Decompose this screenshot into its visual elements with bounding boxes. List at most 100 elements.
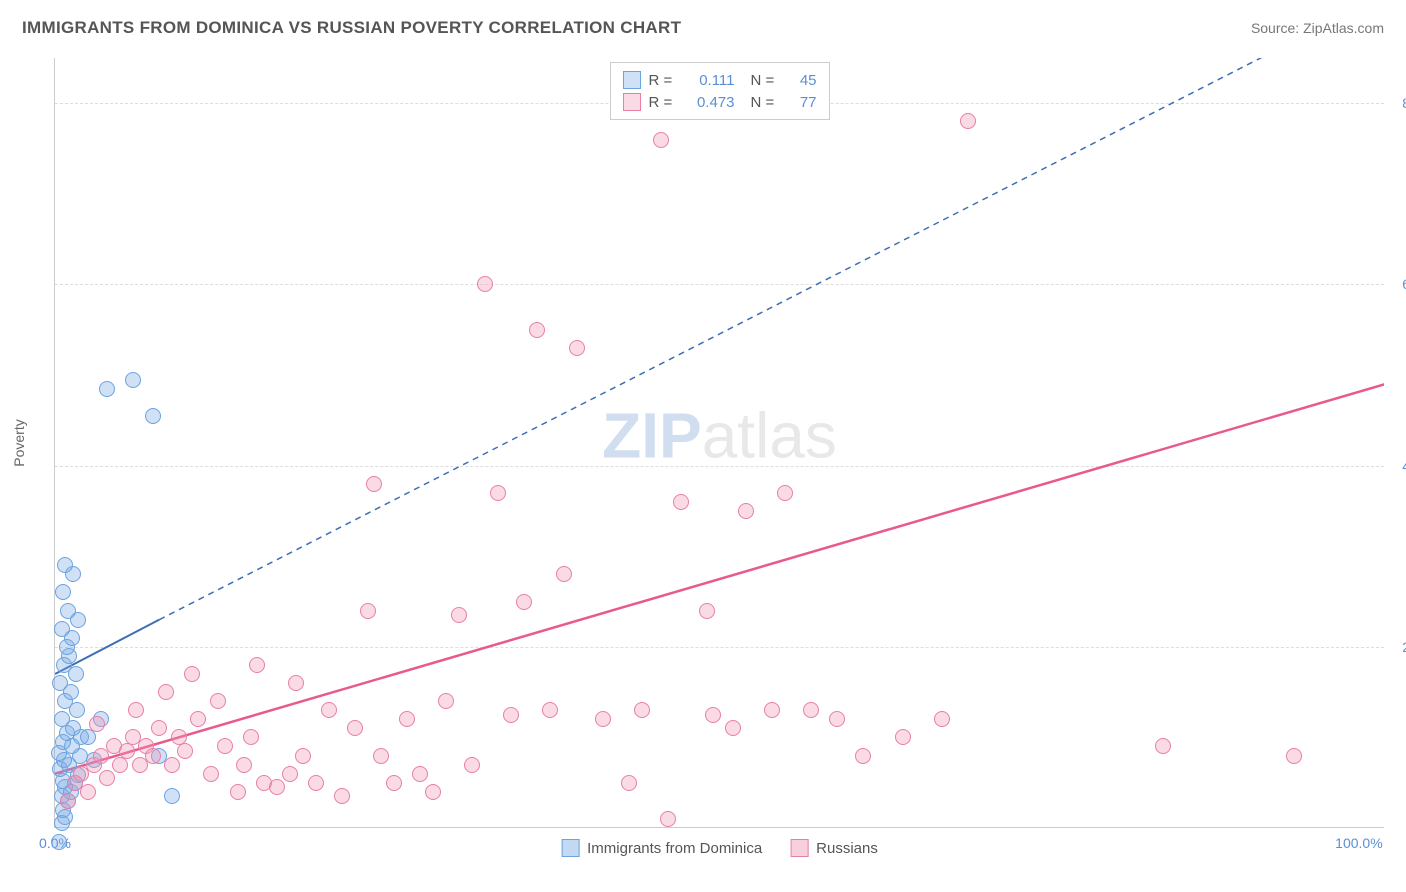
data-point [282, 766, 298, 782]
data-point [308, 775, 324, 791]
plot-area: ZIPatlas 20.0%40.0%60.0%80.0%0.0%100.0% [55, 58, 1384, 827]
data-point [52, 675, 68, 691]
data-point [386, 775, 402, 791]
y-tick-label: 80.0% [1390, 95, 1406, 111]
data-point [210, 693, 226, 709]
data-point [128, 702, 144, 718]
data-point [60, 603, 76, 619]
data-point [1155, 738, 1171, 754]
data-point [347, 720, 363, 736]
data-point [373, 748, 389, 764]
data-point [230, 784, 246, 800]
data-point [158, 684, 174, 700]
data-point [490, 485, 506, 501]
data-point [699, 603, 715, 619]
data-point [80, 729, 96, 745]
data-point [89, 716, 105, 732]
data-point [145, 408, 161, 424]
data-point [60, 793, 76, 809]
data-point [934, 711, 950, 727]
grid-line [55, 466, 1384, 467]
legend-row: R =0.111N =45 [623, 69, 817, 91]
data-point [451, 607, 467, 623]
chart-title: IMMIGRANTS FROM DOMINICA VS RUSSIAN POVE… [22, 18, 681, 38]
data-point [803, 702, 819, 718]
x-tick-label: 100.0% [1335, 835, 1382, 851]
data-point [1286, 748, 1302, 764]
legend-label: Immigrants from Dominica [587, 840, 762, 857]
y-axis-title: Poverty [11, 419, 27, 466]
data-point [960, 113, 976, 129]
data-point [54, 711, 70, 727]
n-value: 45 [789, 72, 817, 89]
data-point [360, 603, 376, 619]
data-point [764, 702, 780, 718]
data-point [777, 485, 793, 501]
r-label: R = [649, 72, 677, 89]
y-tick-label: 20.0% [1390, 639, 1406, 655]
data-point [145, 748, 161, 764]
data-point [399, 711, 415, 727]
data-point [621, 775, 637, 791]
grid-line [55, 647, 1384, 648]
data-point [705, 707, 721, 723]
data-point [334, 788, 350, 804]
data-point [177, 743, 193, 759]
r-value: 0.473 [685, 94, 735, 111]
data-point [203, 766, 219, 782]
data-point [269, 779, 285, 795]
data-point [542, 702, 558, 718]
data-point [151, 720, 167, 736]
data-point [51, 834, 67, 850]
data-point [366, 476, 382, 492]
data-point [125, 372, 141, 388]
y-tick-label: 60.0% [1390, 276, 1406, 292]
data-point [295, 748, 311, 764]
data-point [738, 503, 754, 519]
legend-item: Immigrants from Dominica [561, 839, 762, 857]
data-point [321, 702, 337, 718]
legend-label: Russians [816, 840, 878, 857]
data-point [595, 711, 611, 727]
watermark: ZIPatlas [602, 398, 837, 472]
data-point [412, 766, 428, 782]
data-point [529, 322, 545, 338]
data-point [503, 707, 519, 723]
data-point [634, 702, 650, 718]
data-point [477, 276, 493, 292]
data-point [80, 784, 96, 800]
legend-swatch [790, 839, 808, 857]
legend-swatch [561, 839, 579, 857]
legend-swatch [623, 71, 641, 89]
data-point [190, 711, 206, 727]
grid-line [55, 284, 1384, 285]
data-point [55, 584, 71, 600]
data-point [54, 621, 70, 637]
legend-correlation: R =0.111N =45R =0.473N =77 [610, 62, 830, 120]
data-point [725, 720, 741, 736]
data-point [673, 494, 689, 510]
data-point [57, 557, 73, 573]
data-point [164, 788, 180, 804]
legend-row: R = 0.473 N = 77 [623, 91, 817, 113]
r-label: R = [649, 94, 677, 111]
data-point [184, 666, 200, 682]
n-value: 77 [789, 94, 817, 111]
data-point [829, 711, 845, 727]
data-point [516, 594, 532, 610]
data-point [660, 811, 676, 827]
n-label: N = [751, 94, 781, 111]
data-point [249, 657, 265, 673]
data-point [236, 757, 252, 773]
data-point [288, 675, 304, 691]
data-point [243, 729, 259, 745]
source-label: Source: ZipAtlas.com [1251, 20, 1384, 36]
data-point [99, 770, 115, 786]
data-point [425, 784, 441, 800]
data-point [556, 566, 572, 582]
data-point [653, 132, 669, 148]
data-point [855, 748, 871, 764]
data-point [438, 693, 454, 709]
data-point [217, 738, 233, 754]
y-tick-label: 40.0% [1390, 458, 1406, 474]
